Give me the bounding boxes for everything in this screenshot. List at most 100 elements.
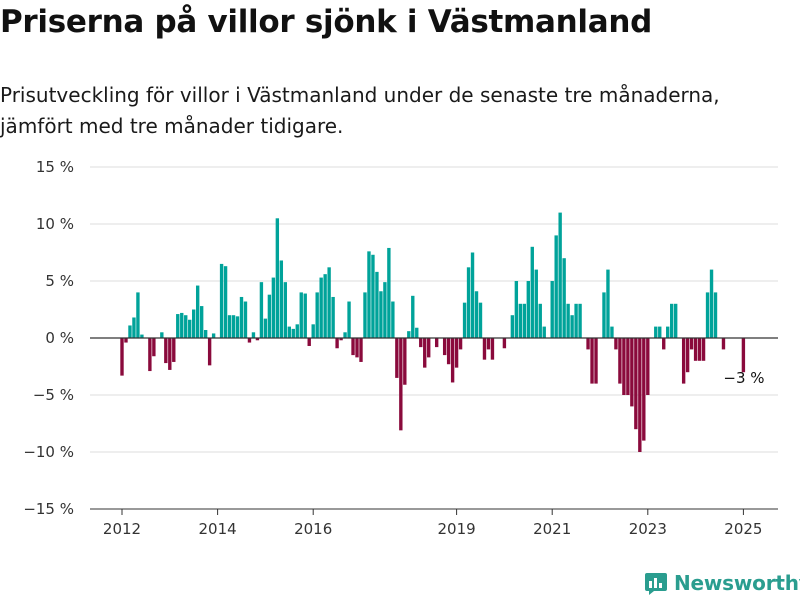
bar — [359, 338, 363, 362]
x-tick-label: 2014 — [199, 520, 237, 538]
bar — [231, 315, 236, 338]
x-tick-label: 2023 — [629, 520, 667, 538]
bar — [578, 303, 582, 338]
bar — [721, 338, 726, 350]
bar — [470, 252, 475, 338]
bar — [662, 338, 666, 350]
bar — [235, 316, 240, 338]
bar — [562, 258, 566, 338]
bar — [387, 247, 391, 338]
x-tick-label: 2025 — [724, 520, 762, 538]
bar — [339, 338, 343, 341]
bar — [693, 338, 698, 361]
bar — [666, 326, 670, 338]
bar — [379, 291, 383, 338]
bar — [474, 291, 479, 338]
bar — [630, 338, 634, 407]
bar — [251, 332, 256, 338]
bar — [267, 294, 272, 338]
bar — [670, 303, 674, 338]
y-tick-label: −15 % — [23, 500, 74, 518]
bar — [586, 338, 590, 350]
x-tick-label: 2012 — [103, 520, 141, 538]
bar — [590, 338, 594, 384]
bar — [199, 306, 204, 338]
bar — [514, 281, 519, 338]
bar — [709, 269, 714, 338]
bar — [427, 338, 431, 358]
bar — [658, 326, 662, 338]
bar — [399, 338, 403, 431]
bar — [542, 326, 546, 338]
bar — [462, 302, 467, 338]
bar — [570, 315, 574, 338]
bar — [136, 292, 140, 338]
bar — [283, 282, 288, 338]
bar — [176, 314, 180, 338]
bar — [407, 331, 411, 338]
bar — [423, 338, 427, 368]
bar — [363, 292, 367, 338]
bar — [383, 282, 387, 338]
bar — [634, 338, 638, 430]
bar — [243, 301, 248, 338]
bar — [275, 218, 280, 338]
bar — [419, 338, 423, 348]
bar — [415, 327, 419, 338]
bar — [307, 338, 311, 346]
bar — [701, 338, 706, 361]
bar — [291, 328, 295, 338]
bar — [713, 292, 718, 338]
bar — [534, 269, 538, 338]
bar — [279, 260, 284, 338]
bar — [164, 338, 168, 364]
bar — [450, 338, 455, 383]
bar — [148, 338, 152, 372]
bar — [195, 285, 200, 338]
bar — [395, 338, 399, 378]
bar — [626, 338, 630, 395]
bar — [403, 338, 407, 385]
bar — [132, 317, 136, 338]
bar — [168, 338, 172, 370]
bar — [223, 266, 228, 338]
bar — [207, 338, 212, 366]
bar — [411, 295, 415, 338]
bar — [140, 334, 144, 338]
x-tick-label: 2016 — [294, 520, 332, 538]
bar — [602, 292, 606, 338]
bar — [490, 338, 495, 360]
bar — [458, 338, 463, 350]
bar — [152, 338, 156, 357]
bar — [172, 338, 176, 362]
newsworthy-logo-icon — [645, 573, 667, 595]
bar — [654, 326, 658, 338]
bar — [367, 251, 371, 338]
bar — [446, 338, 451, 365]
bar — [622, 338, 626, 395]
newsworthy-brand: Newsworthy — [644, 567, 800, 599]
bar — [203, 330, 208, 338]
bar — [327, 267, 331, 338]
bar — [558, 212, 562, 338]
bar — [610, 326, 614, 338]
bar — [466, 267, 471, 338]
bar — [681, 338, 686, 384]
bar — [335, 338, 339, 349]
bar — [566, 303, 570, 338]
bar — [315, 292, 319, 338]
bar — [642, 338, 646, 441]
y-tick-label: 15 % — [36, 158, 74, 176]
bar — [614, 338, 618, 350]
bar — [188, 319, 192, 338]
bar — [391, 301, 395, 338]
bar — [271, 277, 276, 338]
bar — [638, 338, 642, 452]
latest-value-label: −3 % — [723, 369, 764, 387]
bar — [442, 338, 447, 356]
annotations: −3 % — [723, 369, 764, 387]
bar — [697, 338, 702, 361]
bar — [478, 302, 483, 338]
bar — [482, 338, 487, 360]
bar — [741, 338, 746, 373]
